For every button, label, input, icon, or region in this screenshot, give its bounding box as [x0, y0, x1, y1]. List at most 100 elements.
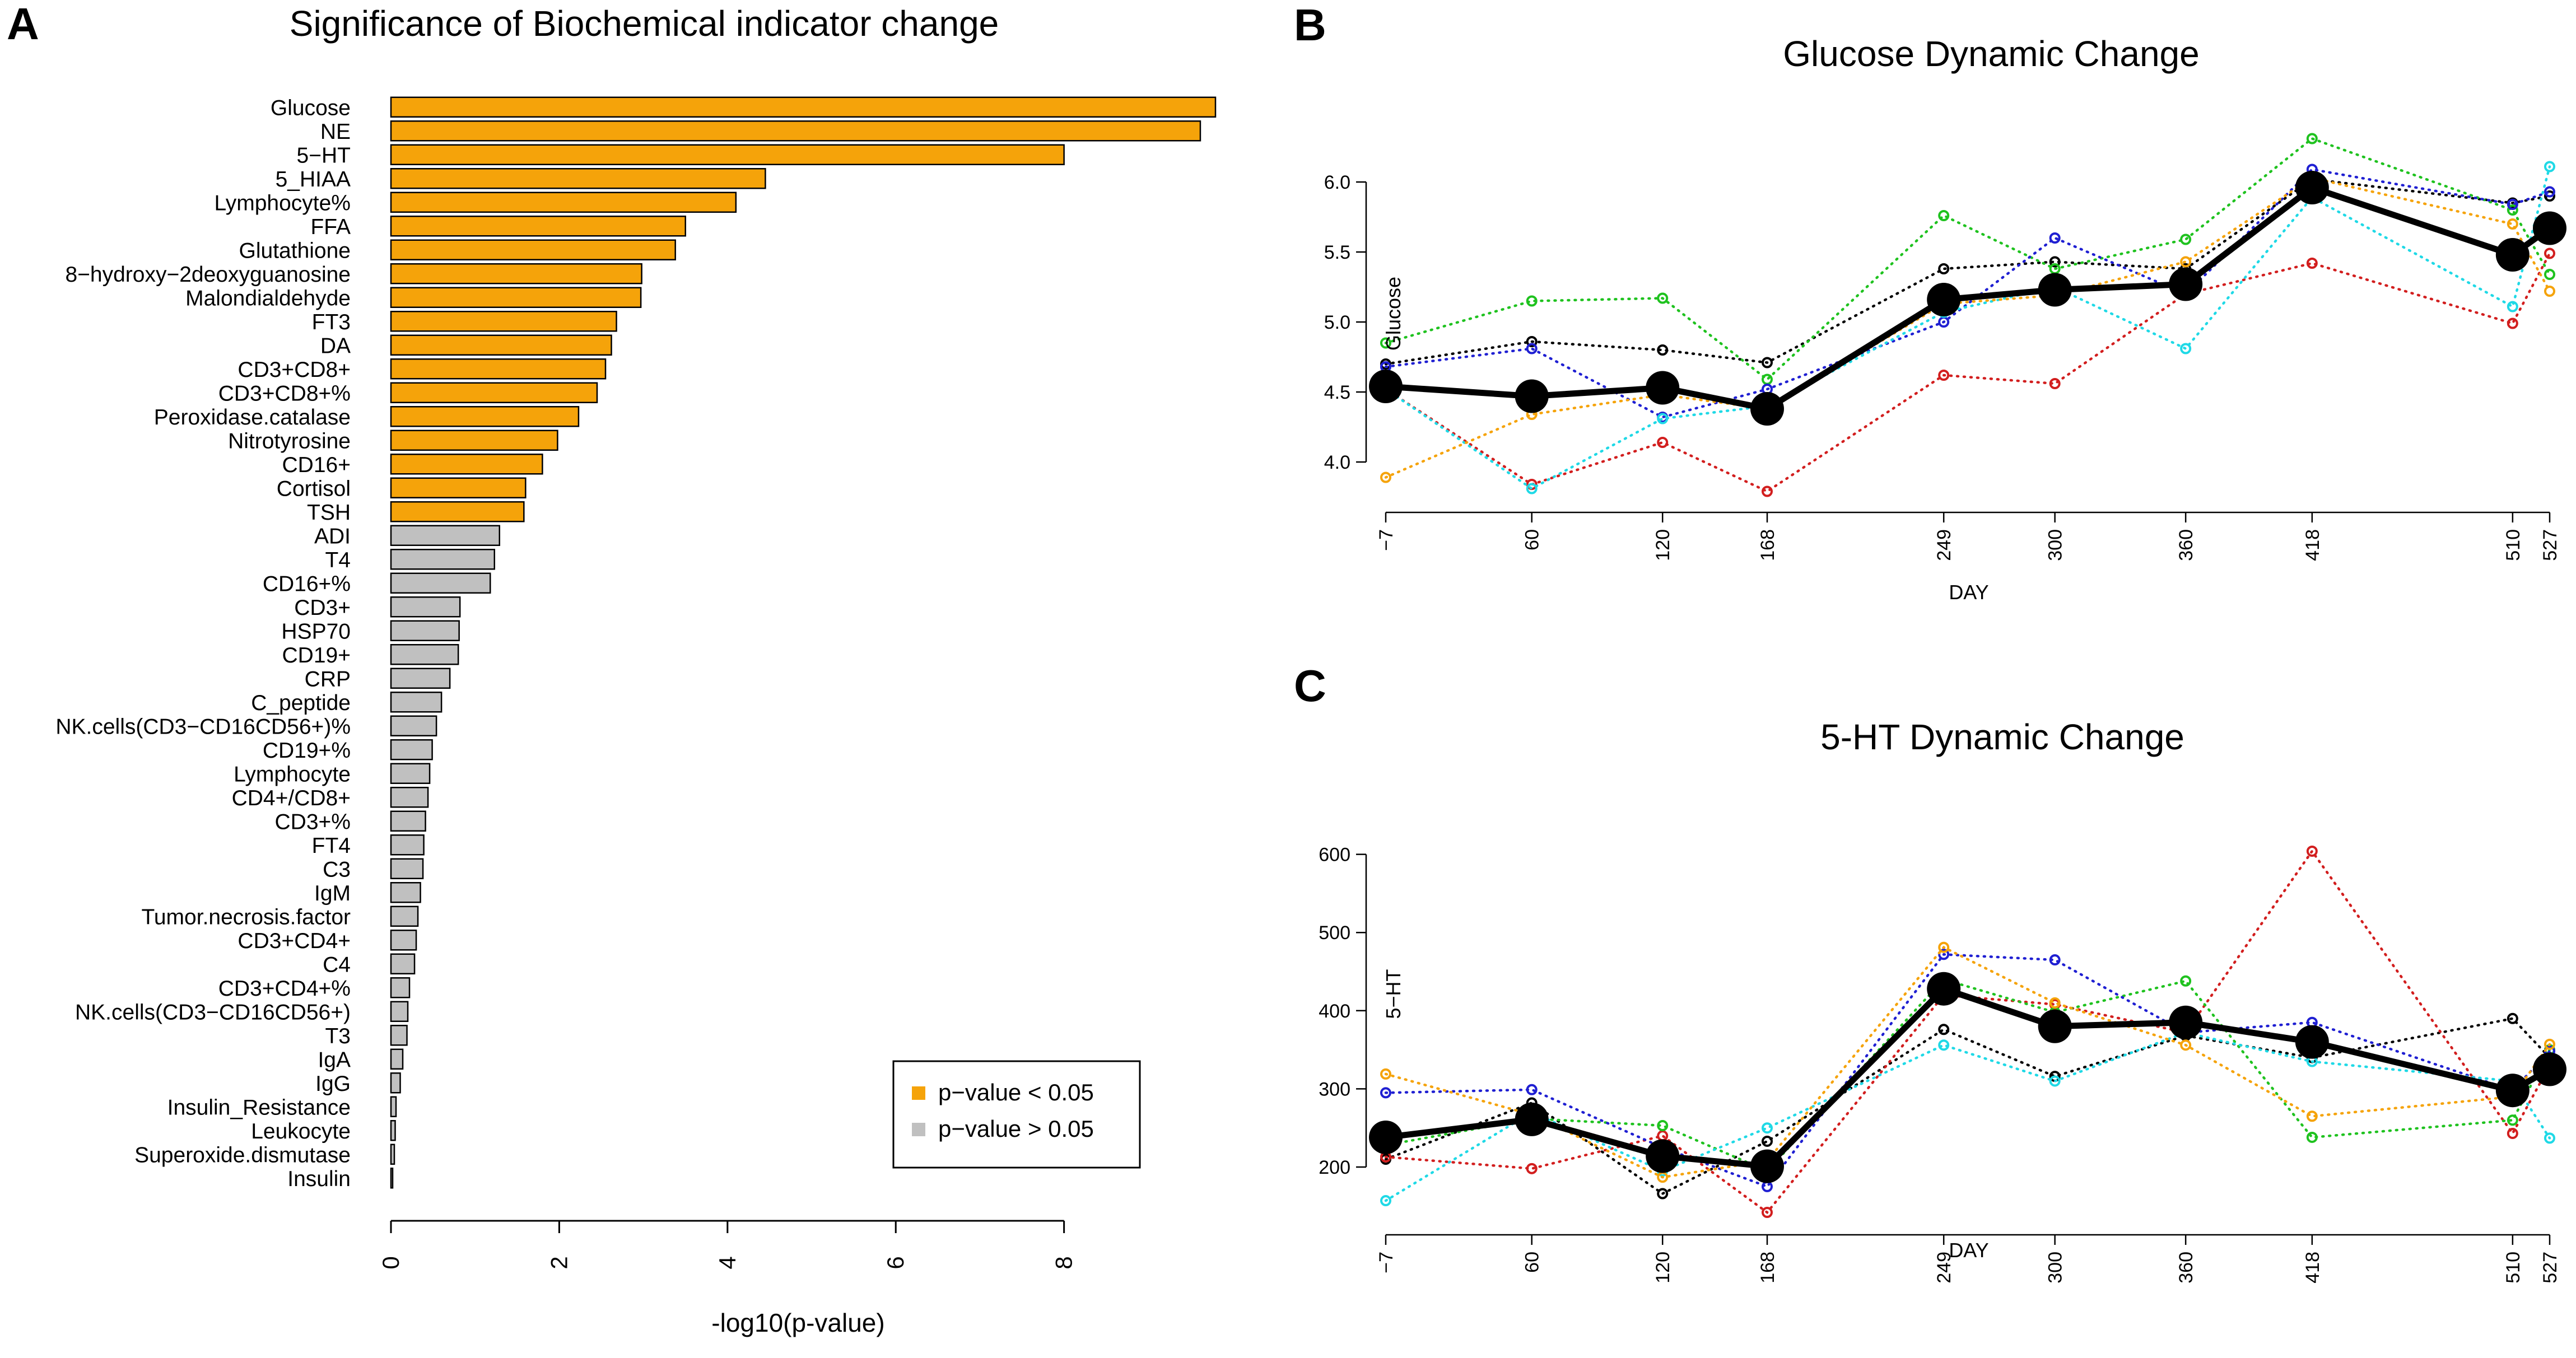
category-label: T3: [325, 1024, 351, 1048]
category-label: CD4+/CD8+: [232, 786, 351, 810]
category-label: NK.cells(CD3−CD16CD56+): [75, 1000, 351, 1024]
category-label: 5_HIAA: [276, 167, 351, 192]
y-tick-label: 500: [1319, 922, 1350, 944]
bar: [390, 239, 676, 260]
chart-title: Glucose Dynamic Change: [1783, 34, 2199, 74]
category-label: IgA: [318, 1048, 351, 1072]
mean-point: [1515, 1102, 1549, 1136]
bar: [390, 96, 1217, 118]
mean-point: [2295, 171, 2329, 204]
data-point: [1657, 1188, 1669, 1200]
data-point: [1761, 1122, 1773, 1134]
series-line: [1384, 953, 2551, 1188]
bar: [390, 430, 558, 451]
x-tick-label: 418: [2302, 1252, 2323, 1284]
data-point: [1657, 1120, 1669, 1132]
y-tick-label: 6.0: [1324, 172, 1350, 193]
x-tick-label: −7: [1376, 1252, 1397, 1273]
panel-b-line-chart: B Glucose Dynamic Change 4.0 4.5 5.0 5.5 6.0…: [1294, 0, 2566, 604]
bar: [390, 930, 417, 951]
data-point: [2544, 186, 2555, 198]
bar: [390, 216, 686, 237]
bar: [390, 787, 429, 808]
bar: [390, 715, 437, 736]
y-axis-label: Glucose: [1382, 277, 1405, 351]
mean-point: [2495, 238, 2530, 272]
data-point: [2180, 1039, 2192, 1051]
legend: p−value < 0.05 p−value > 0.05: [892, 1060, 1141, 1169]
bar: [390, 477, 527, 498]
category-label: Lymphocyte: [234, 762, 351, 786]
x-tick-label: 510: [2503, 1252, 2524, 1284]
y-tick-label: 600: [1319, 844, 1350, 866]
bar: [390, 810, 426, 832]
bar: [390, 168, 766, 189]
category-label: CD3+: [294, 596, 351, 620]
mean-point: [1750, 392, 1784, 426]
data-point: [2544, 1132, 2555, 1144]
y-tick-label: 400: [1319, 1001, 1350, 1022]
panel-c-letter: C: [1294, 661, 1326, 711]
category-label: IgG: [315, 1072, 351, 1096]
data-point: [2180, 256, 2192, 268]
data-point: [1657, 292, 1669, 304]
data-point: [2306, 846, 2318, 857]
category-label: NE: [320, 120, 351, 144]
category-label: FFA: [310, 215, 351, 239]
data-point: [2049, 378, 2061, 389]
y-axis-label: 5−HT: [1382, 969, 1405, 1019]
mean-point: [2169, 1005, 2203, 1039]
bar: [390, 311, 617, 332]
x-tick-label: 120: [1652, 1252, 1674, 1284]
bar: [390, 358, 607, 380]
data-point: [1380, 472, 1391, 483]
bar: [390, 382, 598, 403]
legend-label-nonsignificant: p−value > 0.05: [938, 1116, 1094, 1142]
panel-b-letter: B: [1294, 0, 1326, 50]
category-label: CD19+: [282, 643, 351, 668]
bar: [390, 882, 421, 903]
bar: [390, 287, 642, 308]
data-point: [2049, 1075, 2061, 1087]
x-tick-label: 6: [882, 1256, 909, 1269]
category-label: Lymphocyte%: [214, 191, 351, 215]
category-label: IgM: [314, 881, 351, 906]
data-point: [2507, 1114, 2518, 1126]
mean-point: [1369, 370, 1403, 403]
bar: [390, 906, 419, 927]
bar: [390, 692, 442, 713]
mean-point: [1750, 1149, 1784, 1183]
x-tick-label: 168: [1757, 1252, 1778, 1284]
bar: [390, 192, 737, 213]
category-label: Malondialdehyde: [185, 286, 351, 310]
data-point: [1657, 437, 1669, 448]
y-tick-label: 300: [1319, 1079, 1350, 1100]
bar: [390, 525, 501, 546]
data-point: [1526, 1084, 1538, 1095]
category-label: TSH: [307, 501, 351, 525]
data-point: [2544, 248, 2555, 259]
data-point: [2306, 258, 2318, 269]
bar: [390, 263, 642, 284]
bar: [390, 334, 612, 356]
data-point: [2180, 343, 2192, 354]
bar: [390, 858, 424, 879]
x-axis-label: DAY: [1949, 581, 1988, 604]
series-line: [1384, 176, 2551, 479]
category-label: CD16+: [282, 453, 351, 477]
bar: [390, 977, 411, 998]
category-label: 5−HT: [297, 143, 351, 167]
data-point: [1526, 295, 1538, 307]
data-point: [1938, 1039, 1950, 1051]
mean-line: [1385, 985, 2551, 1170]
category-label: CD19+%: [263, 739, 351, 763]
data-point: [1526, 1163, 1538, 1174]
x-tick-label: 360: [2176, 1252, 2197, 1284]
data-point: [2507, 218, 2518, 230]
bar: [390, 1001, 409, 1022]
category-label: FT4: [312, 834, 351, 858]
bar: [390, 763, 431, 784]
y-tick-label: 5.0: [1324, 312, 1350, 333]
y-tick-label: 4.0: [1324, 452, 1350, 473]
mean-line: [1385, 184, 2552, 412]
